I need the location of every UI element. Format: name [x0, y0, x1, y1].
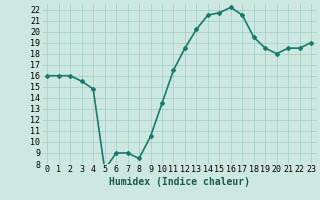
X-axis label: Humidex (Indice chaleur): Humidex (Indice chaleur) [109, 177, 250, 187]
